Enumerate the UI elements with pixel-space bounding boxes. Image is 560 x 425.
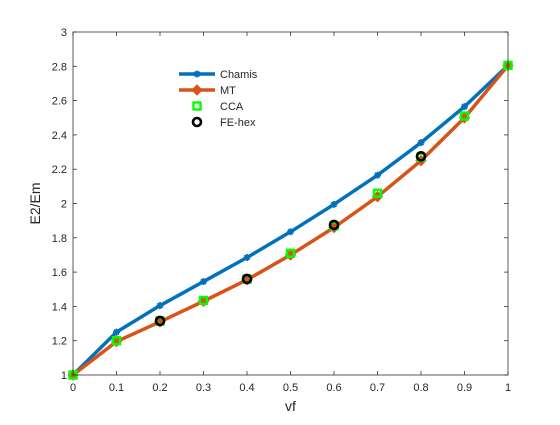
y-tick-label: 2 — [61, 199, 67, 211]
legend-item-chamis: Chamis — [179, 69, 258, 81]
data-point-fe-hex — [415, 151, 427, 162]
legend-label: CCA — [220, 101, 244, 113]
data-point-chamis — [200, 278, 207, 286]
legend-label: FE-hex — [220, 117, 256, 129]
legend-label: Chamis — [220, 69, 258, 81]
data-point-cca — [198, 295, 209, 306]
legend-item-cca: CCA — [192, 101, 244, 113]
y-tick-label: 1.2 — [52, 336, 67, 348]
data-point-chamis — [374, 171, 381, 179]
data-point-chamis — [330, 200, 338, 208]
x-tick-label: 0.7 — [370, 382, 385, 394]
x-tick-label: 0 — [70, 382, 76, 394]
y-ticks: 1 1.2 1.4 1.6 1.8 2 2.2 2.4 2.6 2.8 3 — [52, 27, 508, 382]
plot-area — [73, 32, 508, 375]
x-tick-label: 1 — [505, 382, 511, 394]
y-tick-label: 2.4 — [52, 130, 67, 142]
legend-marker — [191, 84, 203, 96]
data-point-fe-hex — [154, 315, 166, 327]
legend: Chamis MT CCA FE-hex — [172, 62, 279, 134]
data-point-cca — [459, 111, 470, 121]
data-point-chamis — [156, 302, 164, 310]
y-tick-label: 1 — [61, 370, 67, 382]
y-tick-label: 2.6 — [52, 96, 67, 108]
legend-marker — [192, 101, 202, 111]
series-layer — [67, 59, 514, 381]
data-point-chamis — [461, 103, 468, 111]
x-tick-label: 0.4 — [239, 382, 254, 394]
y-axis-label: E2/Em — [27, 182, 43, 224]
data-point-fe-hex — [328, 219, 340, 231]
data-point-chamis — [113, 328, 120, 336]
data-point-cca — [372, 188, 383, 198]
legend-marker — [193, 70, 201, 78]
x-tick-label: 0.1 — [109, 382, 124, 394]
legend-label: MT — [220, 85, 236, 97]
x-tick-label: 0.6 — [326, 382, 341, 394]
legend-item-mt: MT — [179, 84, 236, 97]
y-tick-label: 2.2 — [52, 164, 67, 176]
legend-item-fe-hex: FE-hex — [191, 116, 256, 129]
x-axis-label: vf — [285, 398, 296, 414]
y-tick-label: 2.8 — [52, 61, 67, 73]
series-chamis — [69, 61, 512, 379]
y-tick-label: 3 — [61, 27, 67, 39]
y-tick-label: 1.8 — [52, 233, 67, 245]
y-tick-label: 1.6 — [52, 267, 67, 279]
series-fe-hex — [154, 151, 427, 327]
x-tick-label: 0.9 — [457, 382, 472, 394]
x-tick-label: 0.3 — [196, 382, 211, 394]
x-ticks: 0 0.1 0.2 0.3 0.4 0.5 0.6 0.7 0.8 0.9 1 — [70, 32, 511, 394]
x-tick-label: 0.5 — [283, 382, 298, 394]
data-point-chamis — [243, 254, 251, 262]
axes-box — [72, 31, 509, 376]
data-point-chamis — [287, 228, 294, 236]
data-point-cca — [111, 336, 122, 346]
x-tick-label: 0.8 — [413, 382, 428, 394]
data-point-fe-hex — [241, 273, 253, 285]
data-point-chamis — [417, 139, 425, 147]
legend-marker — [191, 116, 203, 128]
data-point-cca — [285, 248, 296, 258]
x-tick-label: 0.2 — [152, 382, 167, 394]
y-tick-label: 1.4 — [52, 301, 67, 313]
